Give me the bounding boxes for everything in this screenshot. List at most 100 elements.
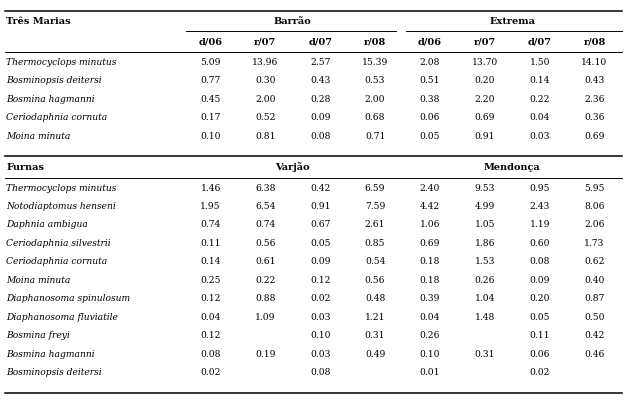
Text: 5.95: 5.95 bbox=[584, 184, 605, 192]
Text: 0.50: 0.50 bbox=[584, 313, 605, 322]
Text: 0.81: 0.81 bbox=[255, 132, 276, 141]
Text: 0.20: 0.20 bbox=[529, 294, 550, 303]
Text: 0.12: 0.12 bbox=[200, 294, 221, 303]
Text: 1.06: 1.06 bbox=[419, 220, 440, 229]
Text: 1.50: 1.50 bbox=[529, 58, 550, 67]
Text: 0.39: 0.39 bbox=[419, 294, 440, 303]
Text: 0.12: 0.12 bbox=[200, 331, 221, 340]
Text: 0.68: 0.68 bbox=[365, 113, 386, 122]
Text: Bosmina freyi: Bosmina freyi bbox=[6, 331, 70, 340]
Text: Bosminopsis deitersi: Bosminopsis deitersi bbox=[6, 76, 102, 85]
Text: Extrema: Extrema bbox=[489, 17, 535, 26]
Text: 1.73: 1.73 bbox=[584, 239, 604, 248]
Text: 0.03: 0.03 bbox=[310, 313, 331, 322]
Text: 0.20: 0.20 bbox=[474, 76, 495, 85]
Text: 1.05: 1.05 bbox=[474, 220, 495, 229]
Text: 2.61: 2.61 bbox=[365, 220, 386, 229]
Text: 0.54: 0.54 bbox=[365, 257, 385, 266]
Text: Furnas: Furnas bbox=[6, 163, 44, 172]
Text: 0.71: 0.71 bbox=[365, 132, 385, 141]
Text: 13.96: 13.96 bbox=[253, 58, 279, 67]
Text: 15.39: 15.39 bbox=[362, 58, 388, 67]
Text: 2.20: 2.20 bbox=[474, 95, 495, 104]
Text: 0.30: 0.30 bbox=[255, 76, 276, 85]
Text: Bosminopsis deitersi: Bosminopsis deitersi bbox=[6, 368, 102, 377]
Text: 0.49: 0.49 bbox=[365, 350, 385, 359]
Text: 1.86: 1.86 bbox=[474, 239, 495, 248]
Text: 2.08: 2.08 bbox=[419, 58, 440, 67]
Text: Moina minuta: Moina minuta bbox=[6, 132, 71, 141]
Text: Thermocyclops minutus: Thermocyclops minutus bbox=[6, 184, 117, 192]
Text: 0.12: 0.12 bbox=[310, 276, 331, 285]
Text: 0.06: 0.06 bbox=[419, 113, 440, 122]
Text: Bosmina hagmanni: Bosmina hagmanni bbox=[6, 350, 95, 359]
Text: 2.00: 2.00 bbox=[365, 95, 386, 104]
Text: 1.21: 1.21 bbox=[365, 313, 386, 322]
Text: 2.40: 2.40 bbox=[420, 184, 440, 192]
Text: 0.26: 0.26 bbox=[419, 331, 440, 340]
Text: 2.00: 2.00 bbox=[255, 95, 276, 104]
Text: 9.53: 9.53 bbox=[474, 184, 495, 192]
Text: 0.87: 0.87 bbox=[584, 294, 604, 303]
Text: 0.09: 0.09 bbox=[310, 113, 331, 122]
Text: 0.43: 0.43 bbox=[310, 76, 331, 85]
Text: 7.59: 7.59 bbox=[365, 202, 385, 211]
Text: Mendonça: Mendonça bbox=[484, 163, 541, 172]
Text: r/08: r/08 bbox=[583, 37, 606, 46]
Text: 0.06: 0.06 bbox=[529, 350, 550, 359]
Text: Ceriodaphnia cornuta: Ceriodaphnia cornuta bbox=[6, 113, 107, 122]
Text: 0.05: 0.05 bbox=[310, 239, 331, 248]
Text: r/08: r/08 bbox=[364, 37, 386, 46]
Text: Diaphanosoma fluviatile: Diaphanosoma fluviatile bbox=[6, 313, 118, 322]
Text: 0.08: 0.08 bbox=[310, 132, 331, 141]
Text: 2.36: 2.36 bbox=[584, 95, 605, 104]
Text: 0.36: 0.36 bbox=[584, 113, 605, 122]
Text: 1.46: 1.46 bbox=[201, 184, 221, 192]
Text: 0.51: 0.51 bbox=[419, 76, 440, 85]
Text: 0.10: 0.10 bbox=[419, 350, 440, 359]
Text: 0.48: 0.48 bbox=[365, 294, 385, 303]
Text: 0.62: 0.62 bbox=[584, 257, 605, 266]
Text: 0.42: 0.42 bbox=[584, 331, 604, 340]
Text: 0.60: 0.60 bbox=[529, 239, 550, 248]
Text: Ceriodaphnia cornuta: Ceriodaphnia cornuta bbox=[6, 257, 107, 266]
Text: 0.56: 0.56 bbox=[255, 239, 276, 248]
Text: r/07: r/07 bbox=[474, 37, 496, 46]
Text: 0.25: 0.25 bbox=[200, 276, 221, 285]
Text: 0.14: 0.14 bbox=[201, 257, 221, 266]
Text: 0.56: 0.56 bbox=[365, 276, 386, 285]
Text: 5.09: 5.09 bbox=[200, 58, 221, 67]
Text: 0.26: 0.26 bbox=[474, 276, 495, 285]
Text: 0.53: 0.53 bbox=[365, 76, 386, 85]
Text: 0.88: 0.88 bbox=[255, 294, 276, 303]
Text: 6.38: 6.38 bbox=[255, 184, 276, 192]
Text: 0.18: 0.18 bbox=[419, 276, 440, 285]
Text: d/06: d/06 bbox=[199, 37, 222, 46]
Text: Bosmina hagmanni: Bosmina hagmanni bbox=[6, 95, 95, 104]
Text: 2.57: 2.57 bbox=[310, 58, 331, 67]
Text: Varjão: Varjão bbox=[276, 163, 310, 172]
Text: 0.95: 0.95 bbox=[529, 184, 550, 192]
Text: 2.43: 2.43 bbox=[529, 202, 550, 211]
Text: 0.02: 0.02 bbox=[529, 368, 550, 377]
Text: 0.69: 0.69 bbox=[584, 132, 605, 141]
Text: 0.91: 0.91 bbox=[474, 132, 495, 141]
Text: 0.28: 0.28 bbox=[310, 95, 331, 104]
Text: 0.04: 0.04 bbox=[201, 313, 221, 322]
Text: 0.04: 0.04 bbox=[529, 113, 550, 122]
Text: 0.22: 0.22 bbox=[255, 276, 276, 285]
Text: Três Marias: Três Marias bbox=[6, 17, 71, 26]
Text: 0.02: 0.02 bbox=[200, 368, 221, 377]
Text: 0.11: 0.11 bbox=[529, 331, 550, 340]
Text: 0.67: 0.67 bbox=[310, 220, 331, 229]
Text: 6.59: 6.59 bbox=[365, 184, 386, 192]
Text: 13.70: 13.70 bbox=[472, 58, 498, 67]
Text: 0.11: 0.11 bbox=[200, 239, 221, 248]
Text: 0.09: 0.09 bbox=[310, 257, 331, 266]
Text: 1.48: 1.48 bbox=[474, 313, 495, 322]
Text: Daphnia ambigua: Daphnia ambigua bbox=[6, 220, 88, 229]
Text: 1.19: 1.19 bbox=[529, 220, 550, 229]
Text: Ceriodaphnia silvestrii: Ceriodaphnia silvestrii bbox=[6, 239, 111, 248]
Text: 0.52: 0.52 bbox=[255, 113, 276, 122]
Text: Thermocyclops minutus: Thermocyclops minutus bbox=[6, 58, 117, 67]
